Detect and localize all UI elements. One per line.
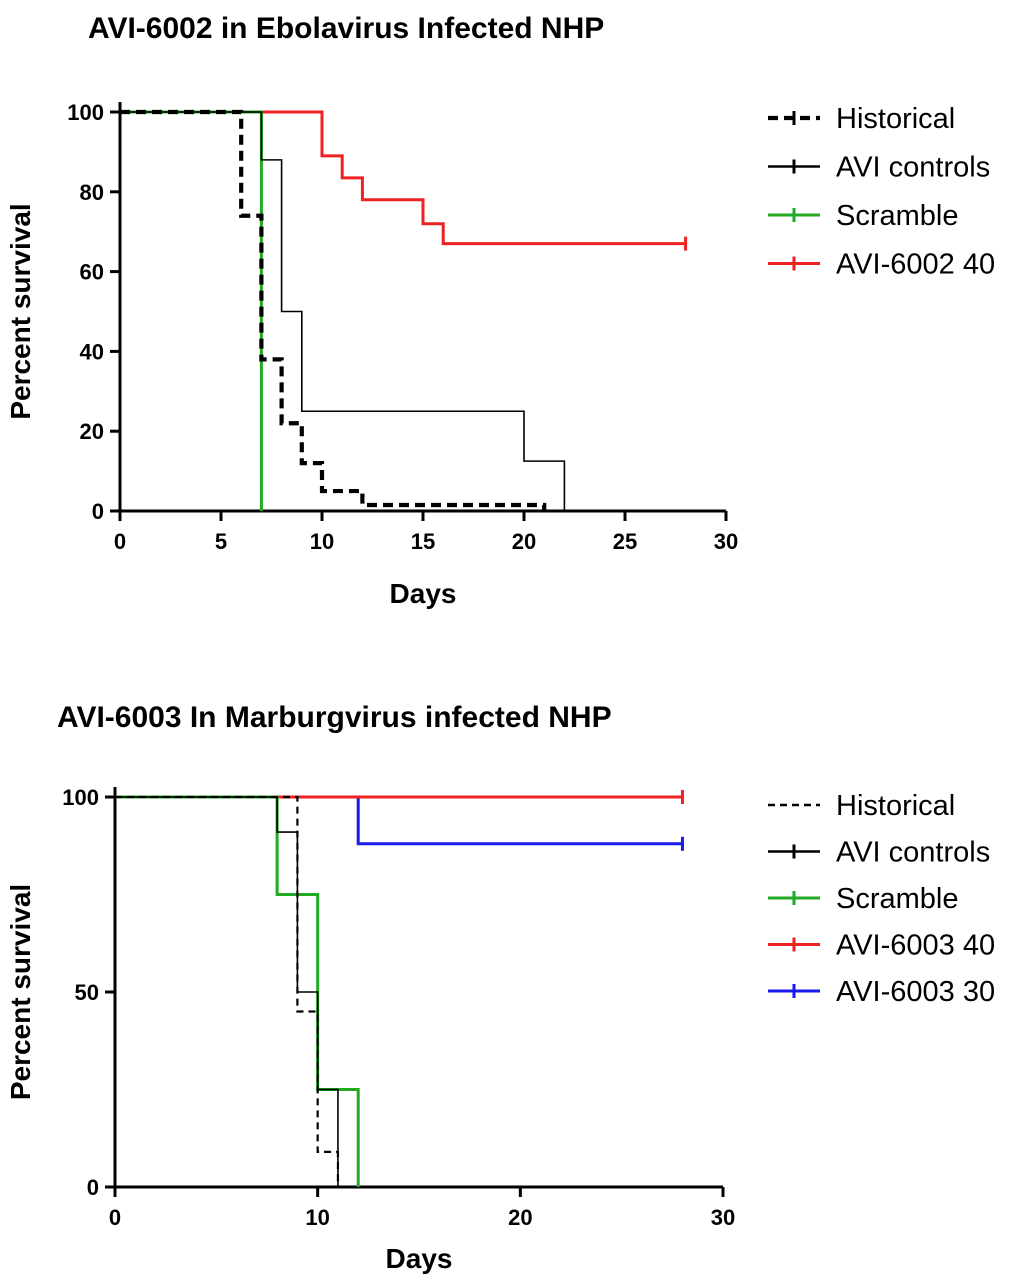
series-line-avi-6003-30 xyxy=(115,795,683,846)
x-tick-label: 10 xyxy=(305,1205,329,1230)
legend-label-historical: Historical xyxy=(836,103,955,135)
series-line-historical xyxy=(115,795,340,1187)
legend-label-historical: Historical xyxy=(836,790,955,822)
legend-label-scramble: Scramble xyxy=(836,200,959,232)
series-line-avi-6002-40 xyxy=(120,110,686,246)
x-axis-title: Days xyxy=(390,578,457,609)
legend-label-avi-controls: AVI controls xyxy=(836,152,990,184)
x-tick-label: 30 xyxy=(714,529,738,554)
chart-title: AVI-6003 In Marburgvirus infected NHP xyxy=(57,701,612,734)
legend-label-avi-6003-40: AVI-6003 40 xyxy=(836,930,995,962)
chart-1: AVI-6002 in Ebolavirus Infected NHP 0 20 40… xyxy=(5,12,995,609)
y-tick-label: 0 xyxy=(87,1175,99,1200)
chart-2: AVI-6003 In Marburgvirus infected NHP 0 50… xyxy=(5,701,995,1274)
series-line-avi-controls xyxy=(120,111,566,511)
x-tick-label: 30 xyxy=(711,1205,735,1230)
y-tick-label: 100 xyxy=(62,785,99,810)
x-tick-label: 25 xyxy=(613,529,637,554)
y-tick-label: 80 xyxy=(80,180,104,205)
legend-label-avi-controls: AVI controls xyxy=(836,837,990,869)
series-line-historical xyxy=(120,109,547,511)
y-tick-label: 60 xyxy=(80,260,104,285)
y-tick-label: 50 xyxy=(75,980,99,1005)
x-tick-label: 20 xyxy=(512,529,536,554)
y-tick-label: 100 xyxy=(67,100,104,125)
x-tick-label: 5 xyxy=(215,529,227,554)
x-axis-title: Days xyxy=(386,1243,453,1274)
legend-label-avi-6002-40: AVI-6002 40 xyxy=(836,249,995,281)
x-tick-label: 15 xyxy=(411,529,435,554)
x-tick-label: 10 xyxy=(310,529,334,554)
legend-label-avi-6003-30: AVI-6003 30 xyxy=(836,976,995,1008)
series-line-avi-controls xyxy=(115,796,339,1187)
x-tick-label: 20 xyxy=(508,1205,532,1230)
y-tick-label: 0 xyxy=(92,499,104,524)
series-line-scramble xyxy=(115,795,360,1187)
y-axis-title: Percent survival xyxy=(5,884,36,1100)
legend-label-scramble: Scramble xyxy=(836,883,959,915)
x-tick-label: 0 xyxy=(109,1205,121,1230)
chart-title: AVI-6002 in Ebolavirus Infected NHP xyxy=(88,12,604,45)
y-tick-label: 20 xyxy=(80,419,104,444)
y-tick-label: 40 xyxy=(80,339,104,364)
y-axis-title: Percent survival xyxy=(5,203,36,419)
x-tick-label: 0 xyxy=(114,529,126,554)
